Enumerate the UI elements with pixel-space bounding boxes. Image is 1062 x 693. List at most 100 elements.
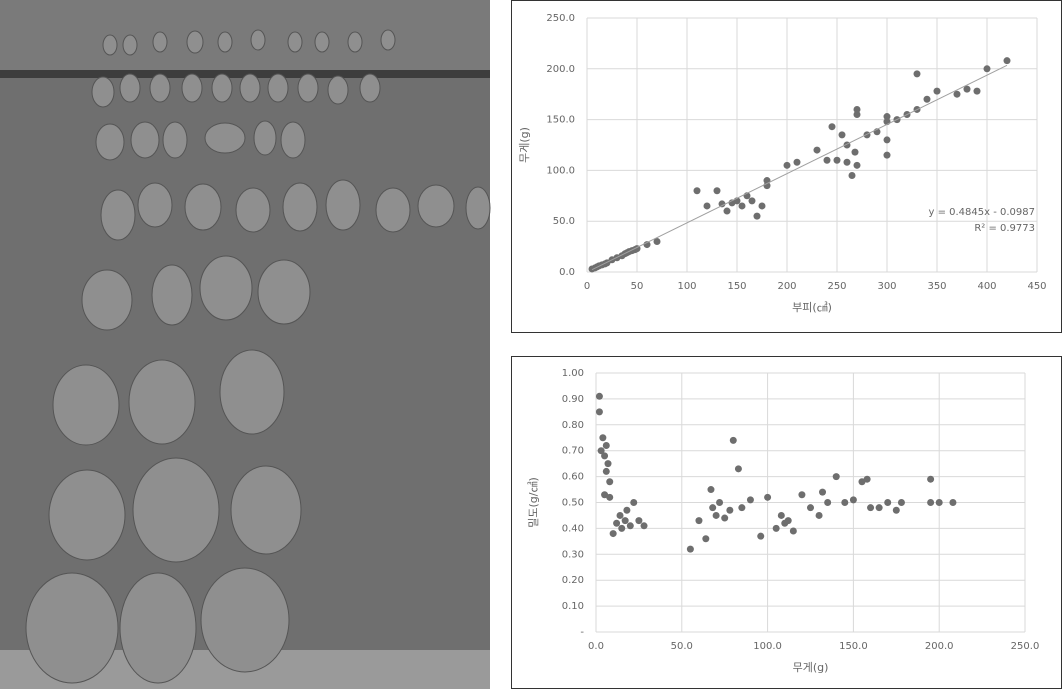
point	[823, 156, 831, 164]
x-tick-label: 250.0	[1011, 641, 1040, 652]
x-tick-label: 350	[927, 281, 946, 292]
point	[602, 467, 610, 475]
annotation: y = 0.4845x - 0.0987	[928, 207, 1035, 218]
point	[815, 511, 823, 519]
point	[718, 200, 726, 208]
x-tick-label: 300	[877, 281, 896, 292]
y-tick-label: 150.0	[546, 115, 575, 126]
point	[757, 532, 765, 540]
point	[983, 65, 991, 73]
pepper-photo	[0, 0, 491, 689]
x-tick-label: 400	[977, 281, 996, 292]
y-tick-label: 0.90	[562, 394, 584, 405]
point	[693, 187, 701, 195]
point	[723, 207, 731, 215]
point	[883, 113, 891, 121]
point	[953, 90, 961, 98]
point	[848, 171, 856, 179]
point	[626, 522, 634, 530]
y-tick-label: 0.0	[559, 267, 575, 278]
point	[721, 514, 729, 522]
y-tick-label: 0.60	[562, 472, 584, 483]
point	[963, 85, 971, 93]
point	[630, 499, 638, 506]
y-tick-label: 0.50	[562, 498, 584, 509]
point	[748, 197, 756, 205]
x-tick-label: 0	[584, 281, 590, 292]
point	[892, 506, 900, 514]
point	[602, 442, 610, 450]
y-tick-label: 100.0	[546, 165, 575, 176]
x-tick-label: 0.0	[588, 641, 604, 652]
point	[738, 504, 746, 512]
point	[686, 545, 694, 553]
point	[833, 156, 841, 164]
x-tick-label: 450	[1027, 281, 1046, 292]
y-axis-label: 밀도(g/㎤)	[527, 477, 540, 528]
point	[851, 148, 859, 156]
point	[601, 452, 609, 460]
point	[643, 241, 651, 249]
point	[613, 519, 621, 527]
point	[707, 486, 715, 494]
point	[813, 146, 821, 154]
point	[853, 105, 861, 113]
point	[595, 408, 603, 416]
y-tick-label: 250.0	[546, 13, 575, 24]
point	[883, 151, 891, 159]
point	[753, 212, 761, 220]
x-tick-label: 100.0	[753, 641, 782, 652]
point	[875, 504, 883, 512]
point	[935, 499, 943, 506]
annotation: R² = 0.9773	[974, 223, 1035, 234]
point	[784, 517, 792, 525]
point	[695, 517, 703, 525]
point	[789, 527, 797, 535]
point	[858, 478, 866, 486]
point	[726, 506, 734, 514]
point	[738, 202, 746, 210]
point	[606, 493, 614, 501]
point	[703, 202, 711, 210]
point	[819, 488, 827, 496]
x-tick-label: 150.0	[839, 641, 868, 652]
point	[716, 499, 724, 506]
point	[621, 517, 629, 525]
point	[798, 491, 806, 499]
y-tick-label: 0.10	[562, 601, 584, 612]
point	[824, 499, 832, 506]
x-tick-label: 50.0	[671, 641, 693, 652]
y-tick-label: 0.20	[562, 575, 584, 586]
point	[604, 460, 612, 468]
x-tick-label: 250	[827, 281, 846, 292]
point	[618, 524, 626, 532]
x-axis-label: 부피(㎤)	[792, 301, 832, 314]
point	[772, 524, 780, 532]
x-tick-label: 200.0	[925, 641, 954, 652]
point	[764, 493, 772, 501]
point	[828, 123, 836, 131]
point	[849, 496, 857, 504]
point	[807, 504, 814, 512]
point	[832, 473, 840, 481]
x-axis-label: 무게(g)	[793, 661, 829, 674]
point	[913, 70, 921, 78]
y-tick-label: 200.0	[546, 64, 575, 75]
point	[927, 475, 935, 483]
point	[746, 496, 754, 504]
point	[863, 475, 871, 483]
point	[853, 161, 861, 169]
point	[734, 465, 742, 473]
y-tick-label: 0.70	[562, 446, 584, 457]
point	[777, 511, 785, 519]
point	[923, 95, 931, 103]
point	[599, 434, 607, 442]
point	[843, 158, 851, 166]
point	[933, 87, 941, 95]
point	[597, 447, 605, 455]
point	[635, 517, 643, 525]
point	[927, 499, 935, 506]
point	[949, 499, 957, 506]
